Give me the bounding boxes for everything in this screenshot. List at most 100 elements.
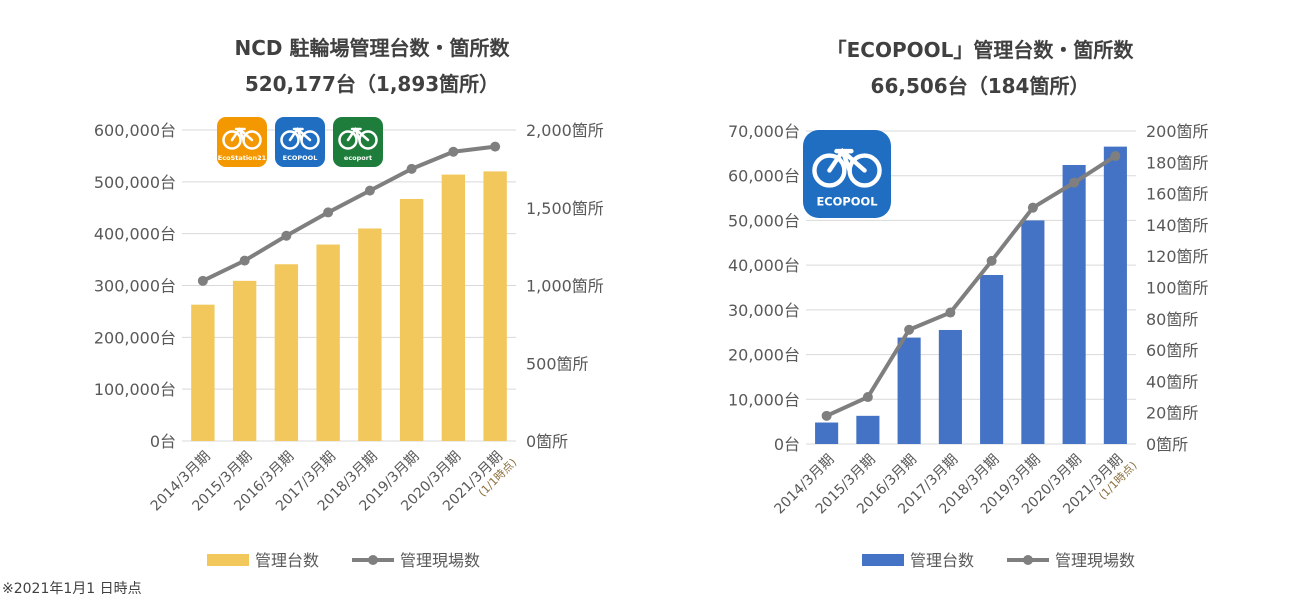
footnote: ※2021年1月1 日時点 xyxy=(2,581,142,597)
left-tick-label: 300,000台 xyxy=(94,277,176,296)
bar xyxy=(856,415,880,444)
logo-ecopool-large-bg xyxy=(803,130,891,218)
bike-frame-icon xyxy=(230,127,254,142)
right-tick-label: 1,000箇所 xyxy=(526,277,604,296)
logo-ecopool-label: ECOPOOL xyxy=(283,154,318,162)
line-point xyxy=(904,324,915,335)
bar xyxy=(897,337,921,444)
line-series xyxy=(825,154,1117,418)
logo-ecoport-bg xyxy=(333,117,383,167)
bike-wheel-icon xyxy=(222,130,242,150)
bike-wheel-icon xyxy=(338,130,358,150)
left-tick-label: 0台 xyxy=(150,432,176,451)
right-tick-label: 80箇所 xyxy=(1146,310,1198,329)
bar xyxy=(191,304,215,441)
right-tick-label: 60箇所 xyxy=(1146,341,1198,360)
right-tick-label: 180箇所 xyxy=(1146,153,1209,172)
left-tick-label: 400,000台 xyxy=(94,225,176,244)
right-tick-label: 0箇所 xyxy=(1146,435,1188,454)
bar xyxy=(399,198,424,441)
line-point xyxy=(945,307,956,318)
logo-ecostation21-bg xyxy=(217,117,267,167)
line-point xyxy=(448,146,459,157)
bike-frame-icon xyxy=(346,127,370,142)
line-point xyxy=(1027,202,1038,213)
line-point xyxy=(281,230,292,241)
right-tick-label: 0箇所 xyxy=(526,432,568,451)
right-tick-label: 40箇所 xyxy=(1146,372,1198,391)
chart-2: 「ECOPOOL」管理台数・箇所数 66,506台（184箇所） 0台 10,000台… xyxy=(728,38,1209,570)
chart-title: 「ECOPOOL」管理台数・箇所数 xyxy=(827,38,1135,62)
line-point xyxy=(821,410,832,421)
legend-line-marker xyxy=(368,555,378,565)
bar xyxy=(483,171,507,441)
bar xyxy=(1103,146,1127,444)
left-tick-label: 50,000台 xyxy=(728,211,800,230)
right-tick-label: 2,000箇所 xyxy=(526,121,604,140)
line-point xyxy=(490,141,501,152)
left-tick-label: 40,000台 xyxy=(728,256,800,275)
logo-ecoport-label: ecoport xyxy=(344,154,372,162)
bar xyxy=(938,329,962,444)
line-point xyxy=(239,255,250,266)
line-point xyxy=(197,275,208,286)
left-tick-label: 0台 xyxy=(774,435,800,454)
bar xyxy=(232,280,257,441)
bar xyxy=(274,264,299,441)
legend-line-marker xyxy=(1023,555,1033,565)
logo-ecopool-large: ECOPOOL xyxy=(803,130,891,218)
chart-subtitle: 520,177台（1,893箇所） xyxy=(245,72,499,96)
left-tick-label: 100,000台 xyxy=(94,380,176,399)
line-point xyxy=(1069,177,1080,188)
logo-ecoport: ecoport xyxy=(333,117,383,167)
logo-ecostation21-label: EcoStation21 xyxy=(218,154,267,162)
bar xyxy=(815,422,839,444)
chart-subtitle: 66,506台（184箇所） xyxy=(871,74,1090,98)
bar xyxy=(980,274,1004,444)
left-tick-label: 200,000台 xyxy=(94,328,176,347)
left-tick-label: 600,000台 xyxy=(94,121,176,140)
line-point xyxy=(986,255,997,266)
line-point xyxy=(406,163,417,174)
bike-frame-icon xyxy=(288,127,312,142)
left-tick-label: 60,000台 xyxy=(728,167,800,186)
right-tick-label: 100箇所 xyxy=(1146,279,1209,298)
left-tick-label: 30,000台 xyxy=(728,301,800,320)
line-series xyxy=(202,144,496,283)
line-point xyxy=(862,392,873,403)
line-point xyxy=(323,207,334,218)
logo-ecostation21: EcoStation21 xyxy=(217,117,267,167)
line-point xyxy=(1110,151,1121,162)
left-tick-label: 10,000台 xyxy=(728,390,800,409)
legend-line-label: 管理現場数 xyxy=(400,551,480,570)
legend-bar-label: 管理台数 xyxy=(910,551,974,570)
logo-ecopool-bg xyxy=(275,117,325,167)
right-tick-label: 20箇所 xyxy=(1146,404,1198,423)
logo-ecopool-large-label: ECOPOOL xyxy=(816,195,877,209)
legend-bar-swatch xyxy=(207,554,249,566)
left-tick-label: 70,000台 xyxy=(728,122,800,141)
bike-wheel-icon xyxy=(812,153,847,188)
right-tick-label: 200箇所 xyxy=(1146,122,1209,141)
right-tick-label: 160箇所 xyxy=(1146,185,1209,204)
left-tick-label: 20,000台 xyxy=(728,346,800,365)
bar xyxy=(1062,164,1086,445)
chart-title: NCD 駐輪場管理台数・箇所数 xyxy=(235,36,511,60)
bike-wheel-icon xyxy=(280,130,300,150)
right-tick-label: 500箇所 xyxy=(526,354,589,373)
bar xyxy=(358,228,382,441)
right-tick-label: 140箇所 xyxy=(1146,216,1209,235)
left-tick-label: 500,000台 xyxy=(94,173,176,192)
bar xyxy=(441,174,466,441)
bar xyxy=(316,244,340,441)
bar xyxy=(1021,220,1045,444)
right-tick-label: 1,500箇所 xyxy=(526,199,604,218)
chart-1: NCD 駐輪場管理台数・箇所数 520,177台（1,893箇所） 0台 100,00… xyxy=(94,36,604,570)
legend-bar-label: 管理台数 xyxy=(255,551,319,570)
legend-line-label: 管理現場数 xyxy=(1055,551,1135,570)
line-point xyxy=(364,185,375,196)
bike-frame-icon xyxy=(827,147,867,173)
right-tick-label: 120箇所 xyxy=(1146,247,1209,266)
legend-bar-swatch xyxy=(862,554,904,566)
